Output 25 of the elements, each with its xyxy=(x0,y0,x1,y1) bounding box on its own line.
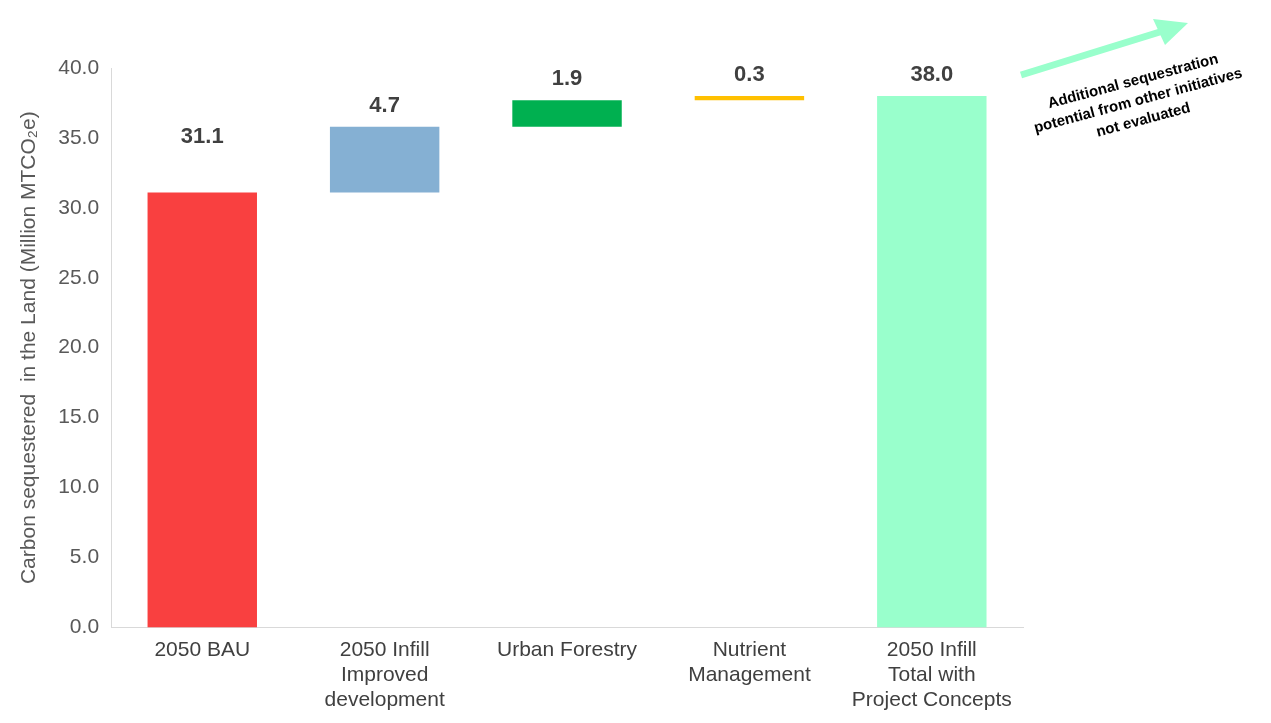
x-tick-label: Urban Forestry xyxy=(497,636,638,660)
data-label: 4.7 xyxy=(369,91,400,117)
y-tick-label: 10.0 xyxy=(58,474,100,498)
y-tick-label: 30.0 xyxy=(58,194,100,218)
x-tick-label: 2050 Infill Total with Project Concepts xyxy=(851,636,1012,711)
bar xyxy=(877,95,987,628)
y-tick-label: 15.0 xyxy=(58,404,100,428)
y-tick-label: 25.0 xyxy=(58,264,100,288)
y-tick-label: 20.0 xyxy=(58,334,100,358)
data-label: 1.9 xyxy=(551,65,583,91)
x-tick-label: Nutrient Management xyxy=(688,636,811,685)
y-tick-label: 0.0 xyxy=(69,614,100,638)
bar xyxy=(694,95,805,101)
data-label: 38.0 xyxy=(910,61,954,87)
bar xyxy=(329,126,440,193)
bar xyxy=(147,192,257,628)
x-tick-label: 2050 BAU xyxy=(154,636,251,660)
data-label: 0.3 xyxy=(734,61,765,87)
y-axis-title: Carbon sequestered in the Land (Million MTCO₂e) xyxy=(16,111,40,585)
x-tick-label: 2050 Infill Improved development xyxy=(324,636,445,711)
y-tick-label: 40.0 xyxy=(58,54,100,78)
bar xyxy=(512,100,622,127)
y-tick-label: 35.0 xyxy=(58,124,100,148)
data-label: 31.1 xyxy=(180,122,224,148)
y-tick-label: 5.0 xyxy=(69,544,100,568)
